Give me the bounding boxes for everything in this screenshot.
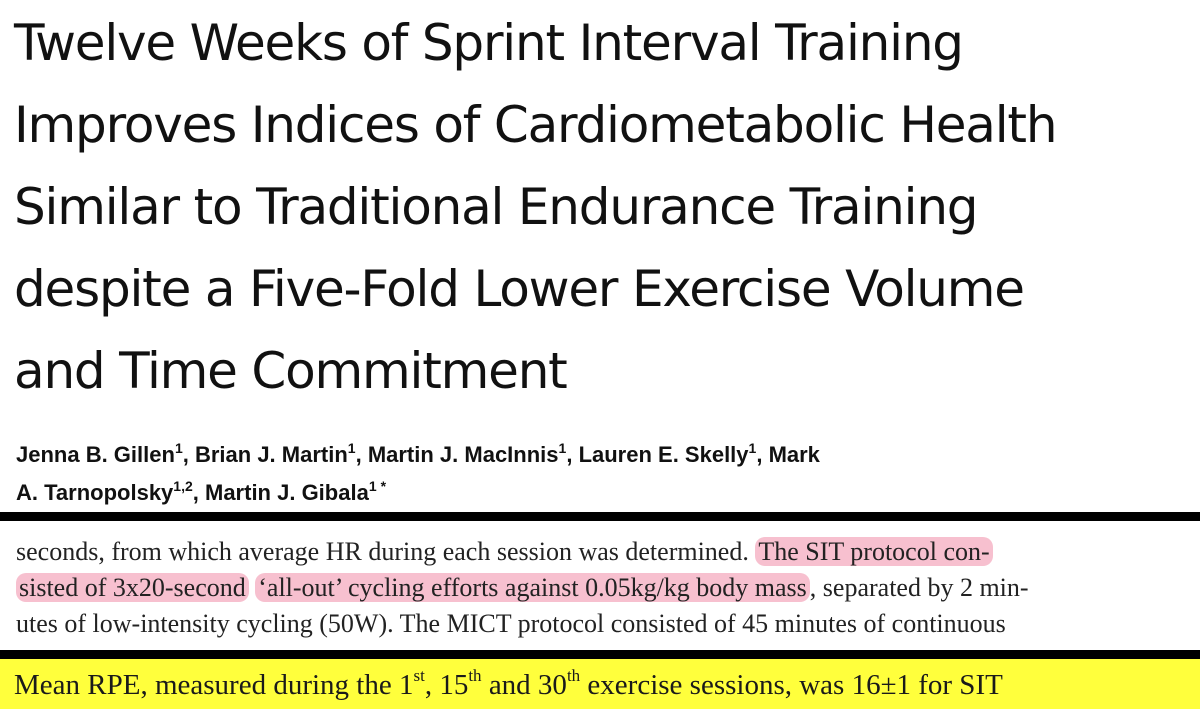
author-affiliation: 1 [174, 440, 183, 456]
yellow-highlight-band [0, 659, 1200, 709]
author-name: A. Tarnopolsky [16, 480, 174, 505]
ordinal-suffix: st [413, 666, 425, 685]
author-name: Lauren E. Skelly [578, 442, 749, 467]
author-name: Martin J. Gibala [205, 480, 369, 505]
author-separator: , [192, 480, 205, 505]
excerpt-line-1: seconds, from which average HR during ea… [16, 534, 1186, 570]
author-name: Jenna B. Gillen [16, 442, 175, 467]
author-separator: , [566, 442, 579, 467]
section-divider-bottom [0, 650, 1200, 659]
rpe-text: and 30 [481, 669, 567, 701]
title-line-5: and Time Commitment [14, 342, 568, 400]
section-divider-top [0, 512, 1200, 521]
author-separator: , [182, 442, 195, 467]
author-line-2: A. Tarnopolsky1,2, Martin J. Gibala1 * [16, 474, 1186, 512]
methods-excerpt: seconds, from which average HR during ea… [16, 534, 1186, 642]
pink-highlight: ‘all-out’ cycling efforts against 0.05kg… [255, 573, 810, 602]
rpe-highlight-sentence: Mean RPE, measured during the 1st, 15th … [14, 666, 1003, 702]
author-separator: , [756, 442, 769, 467]
author-affiliation: 1,2 [173, 478, 193, 494]
author-line-1: Jenna B. Gillen1, Brian J. Martin1, Mart… [16, 436, 1186, 474]
author-name: Brian J. Martin [194, 442, 348, 467]
author-name: Martin J. MacInnis [367, 442, 559, 467]
ordinal-suffix: th [566, 666, 581, 685]
title-line-1: Twelve Weeks of Sprint Interval Training [14, 14, 964, 72]
rpe-text: exercise sessions, was 16±1 for SIT [580, 669, 1003, 701]
pink-highlight: The SIT protocol con- [755, 537, 993, 566]
title-line-3: Similar to Traditional Endurance Trainin… [14, 178, 979, 236]
pink-highlight: sisted of 3x20-second [16, 573, 249, 602]
title-line-2: Improves Indices of Cardiometabolic Heal… [14, 96, 1058, 154]
author-affiliation: 1 [368, 478, 377, 494]
author-list: Jenna B. Gillen1, Brian J. Martin1, Mart… [16, 436, 1186, 512]
title-line-4: despite a Five-Fold Lower Exercise Volum… [14, 260, 1025, 318]
author-name: Mark [768, 442, 820, 467]
excerpt-text: , separated by 2 min- [809, 573, 1029, 602]
paper-title: Twelve Weeks of Sprint Interval Training… [14, 2, 1194, 412]
author-separator: , [355, 442, 368, 467]
author-affiliation: 1 [347, 440, 356, 456]
excerpt-line-3: utes of low-intensity cycling (50W). The… [16, 609, 1006, 638]
excerpt-line-2: sisted of 3x20-second ‘all-out’ cycling … [16, 570, 1186, 606]
author-affiliation: 1 [748, 440, 757, 456]
ordinal-suffix: th [468, 666, 482, 685]
corresponding-author-mark: * [380, 478, 387, 494]
excerpt-text: seconds, from which average HR during ea… [16, 537, 756, 566]
rpe-text: Mean RPE, measured during the 1 [14, 669, 414, 701]
author-affiliation: 1 [558, 440, 567, 456]
rpe-text: , 15 [424, 669, 469, 701]
